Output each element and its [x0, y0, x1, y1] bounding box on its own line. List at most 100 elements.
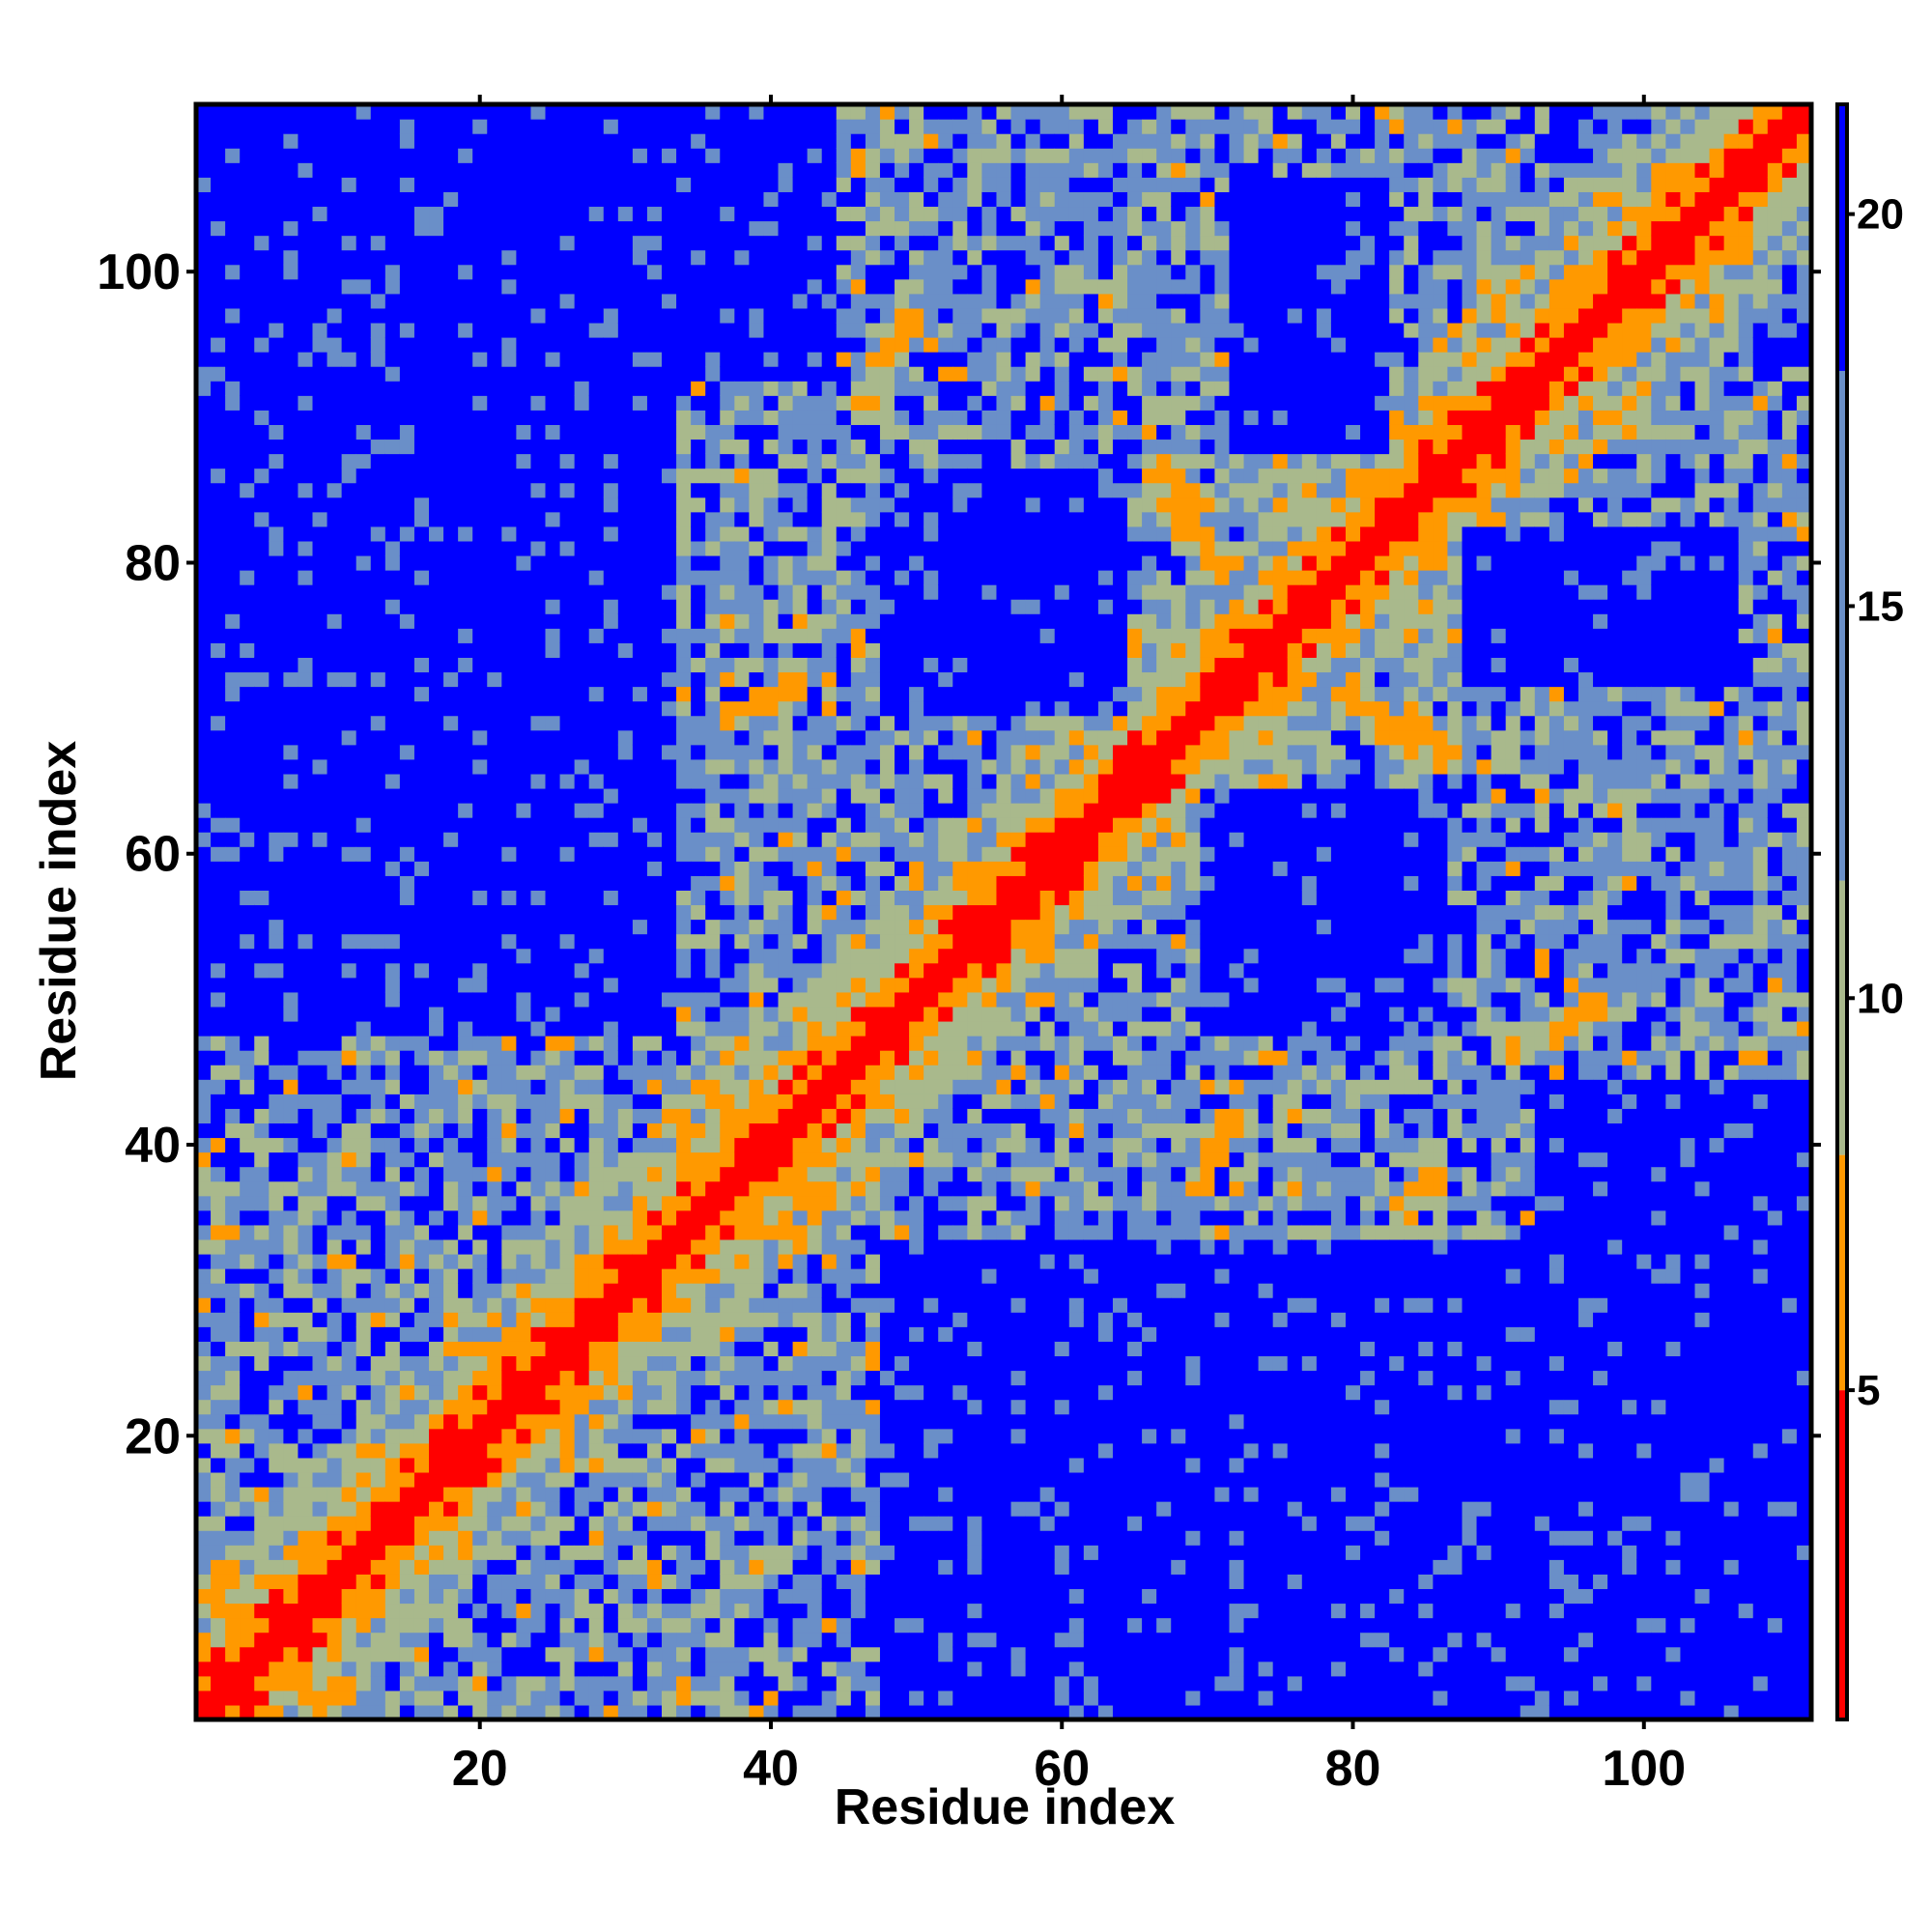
heatmap-cell — [530, 1268, 547, 1284]
heatmap-cell — [530, 846, 547, 862]
heatmap-cell — [240, 1617, 255, 1634]
heatmap-cell — [763, 1224, 780, 1240]
heatmap-cell — [399, 293, 415, 309]
heatmap-cell — [749, 599, 765, 614]
heatmap-cell — [458, 1209, 473, 1226]
heatmap-cell — [574, 1065, 590, 1080]
heatmap-cell — [821, 119, 838, 134]
heatmap-cell — [196, 1457, 212, 1473]
heatmap-cell — [429, 1574, 444, 1590]
heatmap-cell — [298, 1704, 314, 1720]
heatmap-cell — [588, 599, 605, 614]
heatmap-cell — [720, 220, 735, 237]
heatmap-cell — [312, 424, 328, 440]
heatmap-cell — [211, 1006, 226, 1022]
heatmap-cell — [384, 861, 401, 876]
heatmap-cell — [676, 278, 692, 295]
heatmap-cell — [413, 1122, 430, 1139]
heatmap-cell — [196, 1661, 212, 1677]
heatmap-cell — [603, 1486, 619, 1502]
heatmap-cell — [355, 1137, 372, 1153]
heatmap-cell — [545, 832, 561, 847]
heatmap-cell — [646, 1399, 663, 1415]
heatmap-cell — [298, 119, 314, 134]
heatmap-cell — [559, 453, 576, 469]
heatmap-cell — [821, 599, 838, 614]
heatmap-cell — [472, 671, 488, 688]
heatmap-cell — [516, 162, 532, 178]
heatmap-cell — [443, 1704, 459, 1720]
heatmap-cell — [734, 293, 750, 309]
heatmap-cell — [341, 162, 357, 178]
heatmap-cell — [283, 787, 299, 804]
heatmap-cell — [574, 1603, 590, 1619]
heatmap-cell — [836, 540, 852, 556]
heatmap-cell — [603, 962, 619, 979]
heatmap-cell — [821, 554, 838, 571]
heatmap-cell — [821, 933, 838, 950]
heatmap-cell — [691, 1094, 706, 1109]
heatmap-cell — [588, 1268, 605, 1284]
heatmap-cell — [545, 1690, 561, 1706]
heatmap-cell — [211, 1559, 226, 1575]
heatmap-cell — [429, 803, 444, 818]
heatmap-cell — [807, 977, 823, 993]
heatmap-cell — [341, 497, 357, 513]
heatmap-cell — [429, 307, 444, 324]
heatmap-cell — [327, 1341, 343, 1357]
heatmap-cell — [632, 1079, 648, 1094]
heatmap-cell — [458, 381, 473, 396]
heatmap-cell — [836, 206, 852, 222]
heatmap-cell — [327, 554, 343, 571]
heatmap-cell — [749, 1180, 765, 1197]
heatmap-cell — [749, 991, 765, 1008]
heatmap-cell — [836, 352, 852, 367]
heatmap-cell — [632, 554, 648, 571]
heatmap-cell — [749, 861, 765, 876]
heatmap-cell — [588, 206, 605, 222]
heatmap-cell — [196, 1384, 212, 1401]
heatmap-cell — [298, 1079, 314, 1094]
heatmap-cell — [705, 1632, 721, 1648]
heatmap-cell — [283, 1413, 299, 1430]
heatmap-cell — [399, 1020, 415, 1037]
heatmap-cell — [574, 148, 590, 163]
heatmap-cell — [516, 1603, 532, 1619]
heatmap-cell — [705, 1166, 721, 1182]
heatmap-cell — [691, 540, 706, 556]
heatmap-cell — [632, 1646, 648, 1662]
heatmap-cell — [545, 540, 561, 556]
heatmap-cell — [676, 1384, 692, 1401]
heatmap-cell — [792, 1690, 809, 1706]
heatmap-cell — [283, 1122, 299, 1139]
heatmap-cell — [384, 599, 401, 614]
heatmap-cell — [327, 468, 343, 484]
heatmap-cell — [327, 1065, 343, 1080]
heatmap-cell — [240, 177, 255, 192]
heatmap-cell — [501, 511, 517, 527]
heatmap-cell — [370, 1297, 386, 1313]
heatmap-cell — [734, 381, 750, 396]
heatmap-cell — [312, 787, 328, 804]
heatmap-cell — [429, 613, 444, 629]
heatmap-cell — [327, 1413, 343, 1430]
heatmap-cell — [836, 307, 852, 324]
heatmap-cell — [283, 278, 299, 295]
heatmap-cell — [458, 1253, 473, 1269]
heatmap-cell — [778, 1006, 794, 1022]
heatmap-cell — [516, 337, 532, 353]
heatmap-cell — [269, 264, 284, 280]
heatmap-cell — [632, 511, 648, 527]
heatmap-cell — [225, 1486, 241, 1502]
heatmap-cell — [734, 773, 750, 789]
heatmap-cell — [545, 817, 561, 833]
heatmap-cell — [355, 991, 372, 1008]
heatmap-cell — [836, 1050, 852, 1065]
heatmap-cell — [574, 497, 590, 513]
heatmap-cell — [778, 1283, 794, 1298]
heatmap-cell — [836, 890, 852, 906]
heatmap-cell — [545, 1341, 561, 1357]
heatmap-cell — [821, 278, 838, 295]
heatmap-cell — [501, 453, 517, 469]
heatmap-cell — [443, 817, 459, 833]
